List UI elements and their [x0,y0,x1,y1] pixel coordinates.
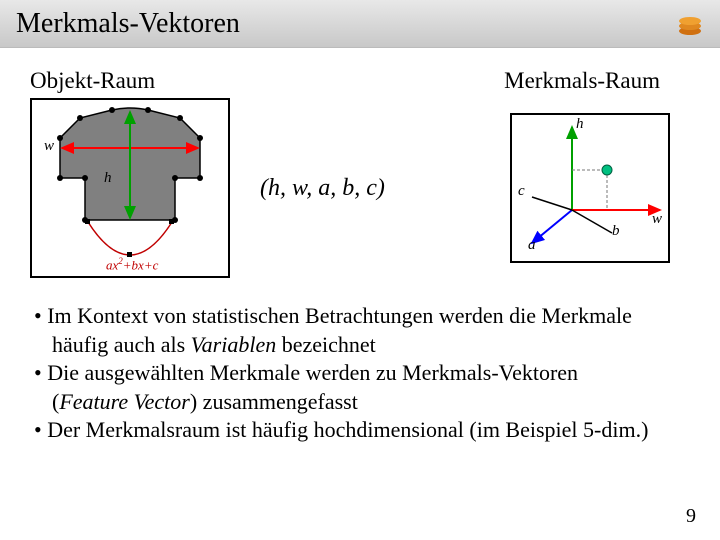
layers-icon [676,10,704,38]
content-area: Objekt-Raum Merkmals-Raum [0,48,720,455]
axis-a-label: a [528,237,536,254]
page-title: Merkmals-Vektoren [16,8,240,40]
bullet-2-line-2: (Feature Vector) zusammengefasst [34,388,690,417]
objekt-raum-box: w h ax2+bx+c [30,98,230,278]
page-number: 9 [686,505,696,528]
bullet-1-line-1: • Im Kontext von statistischen Betrachtu… [34,302,690,331]
bullet-list: • Im Kontext von statistischen Betrachtu… [30,302,690,445]
w-label: w [44,138,54,155]
objekt-raum-label: Objekt-Raum [30,68,155,94]
merkmals-raum-label: Merkmals-Raum [504,68,660,94]
bullet-2-line-1: • Die ausgewählten Merkmale werden zu Me… [34,359,690,388]
axis-c-label: c [518,183,525,200]
header-bar: Merkmals-Vektoren [0,0,720,48]
parabola-formula: ax2+bx+c [106,256,158,273]
diagrams-row: w h ax2+bx+c (h, w, a, b, c) [30,98,690,278]
axis-b-label: b [612,223,620,240]
axis-h-label: h [576,116,584,133]
axis-w-label: w [652,211,662,228]
bullet-1-line-2: häufig auch als Variablen bezeichnet [34,331,690,360]
labels-row: Objekt-Raum Merkmals-Raum [30,68,690,94]
h-label: h [104,170,112,187]
merkmals-raum-box: h c b a w [510,113,670,263]
bullet-3: • Der Merkmalsraum ist häufig hochdimens… [34,416,690,445]
feature-vector-label: (h, w, a, b, c) [260,175,385,202]
